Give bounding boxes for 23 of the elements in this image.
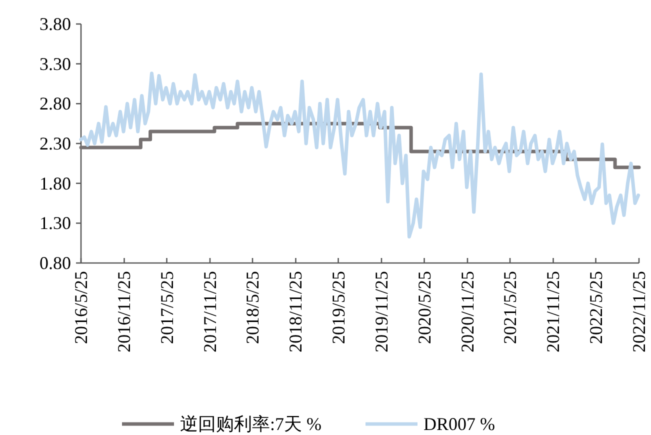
x-tick-label: 2017/5/25: [156, 271, 177, 344]
x-tick-label: 2018/11/25: [286, 271, 306, 352]
y-tick-label: 2.30: [40, 134, 71, 154]
x-tick-label: 2022/5/25: [586, 271, 606, 344]
x-tick-label: 2020/11/25: [457, 271, 478, 352]
x-tick-label: 2021/5/25: [500, 271, 520, 344]
y-tick-label: 1.30: [40, 213, 71, 234]
legend-label: 逆回购利率:7天 %: [180, 414, 322, 434]
x-tick-label: 2021/11/25: [543, 271, 564, 352]
y-tick-label: 0.80: [40, 253, 71, 273]
x-tick-label: 2022/11/25: [629, 271, 649, 352]
y-tick-label: 3.80: [40, 14, 71, 34]
legend-label: DR007 %: [424, 414, 496, 434]
x-tick-label: 2019/11/25: [372, 271, 392, 352]
y-tick-label: 3.30: [40, 54, 71, 74]
x-tick-label: 2016/5/25: [71, 271, 91, 344]
x-tick-label: 2019/5/25: [328, 271, 348, 344]
x-tick-label: 2017/11/25: [200, 271, 220, 352]
y-tick-label: 2.80: [40, 94, 71, 114]
y-tick-label: 1.80: [40, 173, 71, 194]
x-tick-label: 2018/5/25: [242, 271, 263, 344]
x-tick-label: 2020/5/25: [414, 271, 434, 344]
x-tick-label: 2016/11/25: [114, 271, 134, 352]
